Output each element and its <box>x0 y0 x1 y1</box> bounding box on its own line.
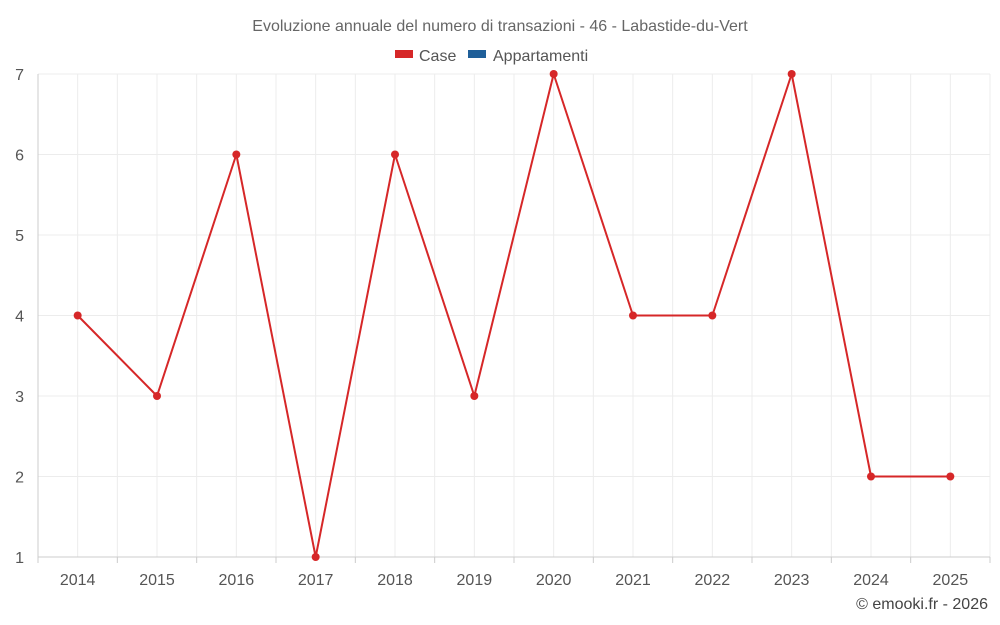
y-tick-label: 6 <box>15 148 24 165</box>
data-point[interactable] <box>629 311 637 320</box>
x-axis-ticks: 2014 2015 2016 2017 2018 2019 2020 2021 2022 2023… <box>60 572 968 589</box>
y-tick-label: 2 <box>15 470 24 487</box>
data-point[interactable] <box>946 472 955 481</box>
series-layer <box>73 70 955 561</box>
data-point[interactable] <box>549 70 558 78</box>
data-point[interactable] <box>311 553 320 561</box>
x-tick-label: 2024 <box>853 572 889 589</box>
x-tick-label: 2020 <box>536 572 572 589</box>
x-tick-label: 2016 <box>219 572 255 589</box>
credit-text: © emooki.fr - 2026 <box>856 596 988 613</box>
data-point[interactable] <box>787 70 796 78</box>
chart-title: Evoluzione annuale del numero di transaz… <box>252 18 748 35</box>
data-point[interactable] <box>470 392 479 400</box>
x-tick-label: 2015 <box>139 572 175 589</box>
data-point[interactable] <box>867 472 875 481</box>
x-tick-label: 2017 <box>298 572 334 589</box>
legend-label-appartamenti: Appartamenti <box>493 48 588 65</box>
grid <box>37 73 991 557</box>
legend-swatch-case <box>395 50 413 58</box>
axes <box>37 74 991 563</box>
x-tick-label: 2023 <box>774 572 810 589</box>
legend-swatch-appartamenti <box>468 50 486 58</box>
x-tick-label: 2019 <box>457 572 493 589</box>
data-point[interactable] <box>153 392 161 400</box>
legend-item-appartamenti[interactable]: Appartamenti <box>468 48 588 65</box>
y-tick-label: 1 <box>15 550 24 567</box>
series-line-case <box>76 73 951 558</box>
y-tick-label: 3 <box>15 389 24 406</box>
legend-item-case[interactable]: Case <box>395 48 456 65</box>
data-point[interactable] <box>391 150 399 159</box>
legend: Case Appartamenti <box>395 48 588 65</box>
data-point[interactable] <box>708 311 717 320</box>
y-axis-ticks: 1 2 3 4 5 6 7 <box>15 67 24 567</box>
data-point[interactable] <box>232 150 241 159</box>
y-tick-label: 7 <box>15 67 24 84</box>
x-tick-label: 2014 <box>60 572 96 589</box>
x-tick-label: 2018 <box>377 572 413 589</box>
x-tick-label: 2021 <box>615 572 651 589</box>
legend-label-case: Case <box>419 48 456 65</box>
y-tick-label: 4 <box>15 309 24 326</box>
x-tick-label: 2022 <box>695 572 731 589</box>
x-tick-label: 2025 <box>933 572 969 589</box>
data-point[interactable] <box>73 311 82 320</box>
y-tick-label: 5 <box>15 228 24 245</box>
